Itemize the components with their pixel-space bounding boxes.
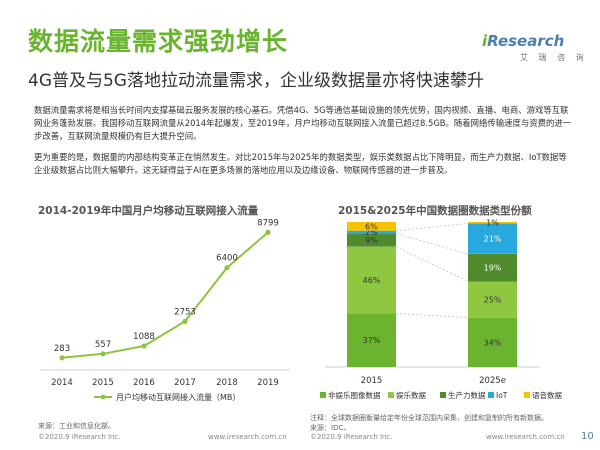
- bar-x-tick-label: 2015: [361, 376, 383, 386]
- line-legend-label: 月户均移动互联网接入流量（MB）: [116, 392, 240, 402]
- line-data-label: 557: [95, 340, 111, 350]
- bar-connector-line: [395, 246, 469, 282]
- bar-data-label: 9%: [365, 236, 378, 245]
- line-point: [100, 351, 106, 357]
- footer-copyright-left: ©2020.9 iResearch Inc.: [38, 433, 121, 441]
- bar-x-tick-label: 2025e: [479, 376, 506, 386]
- bar-segment: [347, 313, 396, 367]
- bar-segment: [468, 253, 517, 282]
- line-point: [265, 229, 271, 235]
- bar-legend-label: 娱乐数据: [396, 390, 426, 400]
- line-data-label: 6400: [216, 254, 238, 264]
- source-left: 来源：工业和信息化部。: [38, 422, 115, 430]
- bar-segment: [347, 222, 396, 231]
- bar-segment: [347, 246, 396, 314]
- bar-segment: [468, 317, 517, 367]
- line-x-tick-label: 2017: [174, 378, 196, 388]
- bar-data-label: 21%: [484, 235, 502, 244]
- line-x-tick-label: 2019: [257, 378, 279, 388]
- line-point: [224, 265, 230, 271]
- line-x-tick-label: 2016: [133, 378, 155, 388]
- line-point: [141, 343, 147, 349]
- bar-data-label: 6%: [365, 222, 378, 231]
- logo-brand-rest: Research: [487, 32, 565, 50]
- bar-data-label: 46%: [363, 276, 381, 285]
- line-x-tick-label: 2014: [51, 378, 73, 388]
- line-x-tick-label: 2015: [92, 378, 114, 388]
- bar-connector-line: [395, 313, 469, 319]
- note-right: 注释：全球数据圈衡量给定年份全球范围内采集、创建和复制的所有新数据。: [310, 414, 548, 422]
- bar-data-label: 2%: [365, 228, 378, 237]
- bar-data-label: 19%: [484, 264, 502, 273]
- bar-chart-title: 2015&2025年中国数据圈数据类型份额: [338, 205, 532, 217]
- bar-segment: [347, 233, 396, 247]
- line-x-tick-label: 2018: [216, 378, 238, 388]
- page-number: 10: [581, 431, 594, 442]
- bar-legend-swatch: [488, 392, 494, 398]
- bar-data-label: 1%: [486, 219, 499, 228]
- iresearch-logo: iResearch 艾 瑞 咨 询: [482, 32, 588, 72]
- line-legend-marker: [100, 394, 106, 400]
- source-right: 来源：IDC。: [310, 424, 351, 432]
- line-data-label: 2753: [174, 307, 196, 317]
- footer-url-right: www.iresearch.com.cn: [486, 433, 565, 441]
- line-data-label: 283: [54, 344, 70, 354]
- body-paragraph-1: 数据流量需求将是相当长时间内支撑基础云服务发展的核心基石。凭借4G、5G等通信基…: [34, 105, 572, 142]
- logo-brand: iResearch: [482, 32, 582, 50]
- page-title: 数据流量需求强劲增长: [28, 27, 289, 56]
- line-point: [182, 318, 188, 324]
- page-subtitle: 4G普及与5G落地拉动流量需求，企业级数据量亦将快速攀升: [28, 71, 484, 91]
- bar-legend-label: IoT: [496, 391, 508, 400]
- bar-connector-line: [395, 223, 469, 232]
- bar-legend-label: 生产力数据: [448, 390, 486, 400]
- footer-url-left: www.iresearch.com.cn: [208, 433, 287, 441]
- logo-subtitle: 艾 瑞 咨 询: [520, 53, 588, 62]
- line-data-label: 8799: [257, 218, 279, 228]
- bar-segment: [468, 281, 517, 318]
- line-series-path: [61, 231, 269, 359]
- logo-brand-i: i: [482, 32, 488, 50]
- bar-legend-label: 非娱乐图像数据: [328, 390, 381, 400]
- bar-connector-line: [395, 233, 469, 255]
- bar-segment: [468, 223, 517, 254]
- footer-copyright-right: ©2020.9 iResearch Inc.: [310, 433, 393, 441]
- line-point: [59, 355, 65, 361]
- bar-legend-swatch: [320, 392, 326, 398]
- line-data-label: 1088: [133, 332, 155, 342]
- line-chart-title: 2014-2019年中国月户均移动互联网接入流量: [38, 205, 259, 217]
- bar-segment: [347, 230, 396, 234]
- bar-data-label: 34%: [484, 338, 502, 347]
- bar-segment: [468, 222, 517, 224]
- body-paragraph-2: 更为重要的是，数据量的内部结构变革正在悄然发生。对比2015年与2025年的数据…: [34, 152, 567, 176]
- bar-data-label: 37%: [363, 336, 381, 345]
- bar-legend-label: 语音数据: [532, 390, 562, 400]
- bar-legend-swatch: [388, 392, 394, 398]
- bar-data-label: 25%: [484, 296, 502, 305]
- bar-legend-swatch: [440, 392, 446, 398]
- bar-legend-swatch: [524, 392, 530, 398]
